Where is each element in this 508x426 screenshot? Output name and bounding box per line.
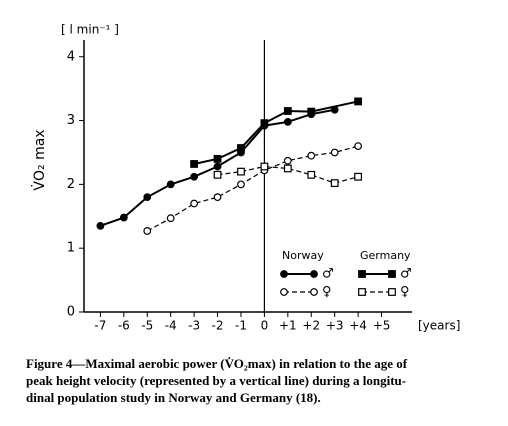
legend-label: ♀ [400, 285, 410, 300]
legend-marker [280, 288, 288, 296]
marker [330, 179, 339, 188]
marker [283, 117, 292, 126]
x-tick-label: -7 [94, 319, 106, 333]
marker [283, 107, 292, 115]
y-tick-label: 0 [67, 305, 75, 320]
x-tick-label: +5 [373, 319, 391, 333]
legend-marker [358, 270, 366, 278]
caption-line: Figure 4—Maximal aerobic power (V̇O₂max)… [26, 356, 408, 371]
marker [330, 148, 339, 157]
marker [166, 180, 175, 189]
x-tick-label: +1 [279, 319, 297, 333]
marker [213, 162, 222, 171]
x-tick-label: -2 [212, 319, 224, 333]
marker [119, 213, 128, 222]
x-tick-label: -1 [235, 319, 247, 333]
caption-line: peak height velocity (represented by a v… [26, 373, 406, 388]
x-tick-label: 0 [261, 319, 269, 333]
marker [354, 172, 363, 181]
legend-label: ♂ [322, 267, 334, 282]
marker [354, 142, 363, 150]
marker [307, 170, 316, 179]
y-unit: [ l min⁻¹ ] [61, 23, 119, 37]
legend-title: Norway [282, 249, 324, 262]
legend-marker [310, 270, 318, 278]
legend-marker [388, 288, 396, 296]
marker [166, 214, 175, 223]
marker [237, 180, 245, 189]
marker [213, 170, 222, 179]
y-tick-label: 2 [67, 177, 75, 192]
marker [143, 193, 152, 202]
marker [190, 160, 199, 168]
legend-title: Germany [360, 249, 411, 262]
marker [213, 193, 222, 202]
x-tick-label: +2 [302, 319, 320, 333]
y-tick-label: 3 [67, 113, 75, 128]
x-tick-label: +4 [349, 319, 367, 333]
y-tick-label: 1 [67, 241, 75, 256]
marker [237, 167, 245, 176]
marker [260, 119, 269, 128]
marker [237, 144, 245, 152]
marker [307, 151, 316, 160]
x-tick-label: -3 [188, 319, 200, 333]
x-tick-label: -6 [118, 319, 130, 333]
marker [260, 162, 269, 171]
x-tick-label: -5 [141, 319, 153, 333]
marker [283, 156, 292, 165]
x-tick-label: -4 [165, 319, 177, 333]
legend-label: ♂ [400, 267, 412, 282]
x-unit: [years] [418, 319, 460, 333]
y-label: V̇O₂ max [31, 129, 48, 190]
marker [213, 154, 222, 163]
legend-marker [388, 270, 396, 278]
legend-marker [310, 288, 318, 296]
marker [143, 227, 152, 235]
legend-marker [280, 270, 288, 278]
marker [283, 164, 292, 173]
marker [190, 199, 199, 208]
x-tick-label: +3 [326, 319, 344, 333]
series-line [146, 145, 359, 232]
legend-marker [358, 288, 366, 296]
y-tick-label: 4 [67, 49, 75, 64]
legend-label: ♀ [322, 285, 332, 300]
marker [96, 221, 105, 230]
marker [354, 97, 363, 106]
caption-line: dinal population study in Norway and Ger… [26, 390, 321, 405]
marker [190, 172, 199, 181]
marker [307, 107, 316, 116]
